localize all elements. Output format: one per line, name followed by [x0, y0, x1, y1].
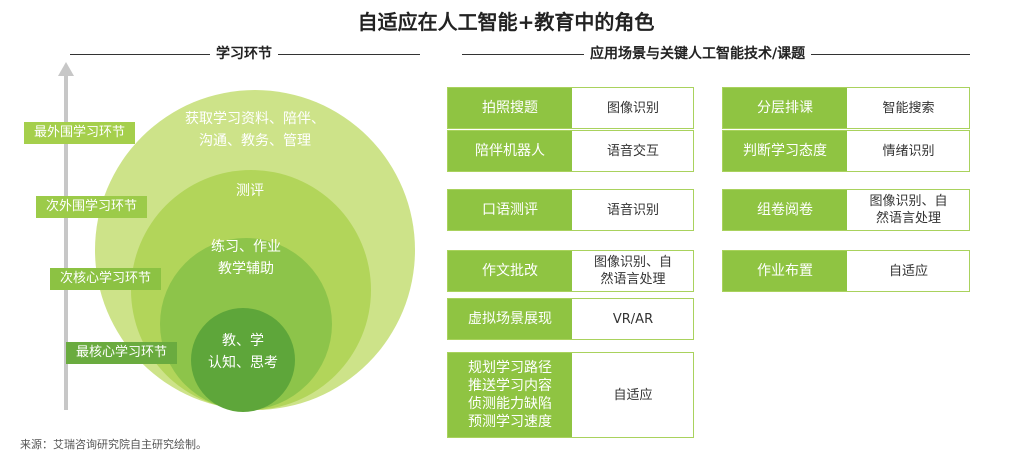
scenario-line-1: 规划学习路径 — [468, 360, 552, 376]
right-table-row-3: 组卷阅卷 图像识别、自 然语言处理 — [722, 189, 970, 231]
second-text-line-1: 测评 — [236, 183, 264, 199]
scenario-cell: 规划学习路径 推送学习内容 侦测能力缺陷 预测学习速度 — [448, 353, 573, 437]
source-note: 来源：艾瑞咨询研究院自主研究绘制。 — [20, 438, 207, 451]
circles-svg — [95, 90, 415, 412]
core-circle-text: 教、学 认知、思考 — [203, 330, 283, 374]
left-table-row-1: 拍照搜题 图像识别 — [447, 87, 694, 129]
level-label-second: 次外围学习环节 — [36, 196, 148, 218]
right-table-row-1: 分层排课 智能搜索 — [722, 87, 970, 129]
learning-circles-diagram: 最外围学习环节 次外围学习环节 次核心学习环节 最核心学习环节 获取学习资料、陪… — [0, 0, 440, 420]
left-table-row-2: 陪伴机器人 语音交互 — [447, 130, 694, 172]
scenario-cell: 判断学习态度 — [723, 131, 848, 171]
right-table-row-2: 判断学习态度 情绪识别 — [722, 130, 970, 172]
technology-line-1: 图像识别、自 — [593, 255, 672, 270]
level-label-third: 次核心学习环节 — [50, 268, 162, 290]
third-text-line-1: 练习、作业 — [211, 239, 281, 255]
technology-cell: 语音识别 — [573, 190, 693, 230]
up-arrow-icon — [58, 62, 74, 76]
technology-cell: 语音交互 — [573, 131, 693, 171]
third-text-line-2: 教学辅助 — [218, 261, 274, 277]
technology-line-1: 图像识别、自 — [869, 194, 948, 209]
scenario-cell: 组卷阅卷 — [723, 190, 848, 230]
left-table-row-4: 作文批改 图像识别、自 然语言处理 — [447, 250, 694, 292]
scenario-cell: 作文批改 — [448, 251, 573, 291]
scenario-cell: 作业布置 — [723, 251, 848, 291]
core-text-line-1: 教、学 — [222, 333, 264, 349]
right-header-label: 应用场景与关键人工智能技术/课题 — [584, 44, 812, 64]
technology-cell: 自适应 — [848, 251, 969, 291]
left-table-row-6: 规划学习路径 推送学习内容 侦测能力缺陷 预测学习速度 自适应 — [447, 352, 694, 438]
axis-arrow-line — [64, 74, 68, 410]
left-table-row-3: 口语测评 语音识别 — [447, 189, 694, 231]
scenario-line-2: 推送学习内容 — [468, 378, 552, 394]
technology-cell: 图像识别 — [573, 88, 693, 128]
technology-cell: 图像识别、自 然语言处理 — [573, 251, 693, 291]
technology-cell: VR/AR — [573, 299, 693, 339]
core-circle — [191, 308, 295, 412]
scenario-cell: 口语测评 — [448, 190, 573, 230]
level-label-core: 最核心学习环节 — [66, 342, 178, 364]
technology-line-2: 然语言处理 — [875, 211, 941, 226]
technology-cell: 情绪识别 — [848, 131, 969, 171]
scenario-cell: 分层排课 — [723, 88, 848, 128]
left-header-label: 学习环节 — [210, 44, 278, 64]
right-table-row-4: 作业布置 自适应 — [722, 250, 970, 292]
outer-text-line-2: 沟通、教务、管理 — [199, 133, 311, 149]
scenario-line-3: 侦测能力缺陷 — [468, 396, 552, 412]
level-label-outer: 最外围学习环节 — [24, 122, 136, 144]
third-circle-text: 练习、作业 教学辅助 — [196, 236, 296, 280]
technology-cell: 图像识别、自 然语言处理 — [848, 190, 969, 230]
outer-circle-text: 获取学习资料、陪伴、 沟通、教务、管理 — [170, 108, 340, 152]
left-table-row-5: 虚拟场景展现 VR/AR — [447, 298, 694, 340]
technology-line-2: 然语言处理 — [600, 272, 666, 287]
second-circle-text: 测评 — [200, 180, 300, 202]
outer-text-line-1: 获取学习资料、陪伴、 — [185, 111, 325, 127]
page-title: 自适应在人工智能+教育中的角色 — [357, 10, 655, 34]
scenario-cell: 虚拟场景展现 — [448, 299, 573, 339]
technology-cell: 自适应 — [573, 353, 693, 437]
technology-cell: 智能搜索 — [848, 88, 969, 128]
right-section-header: 应用场景与关键人工智能技术/课题 — [462, 44, 970, 64]
core-text-line-2: 认知、思考 — [208, 355, 278, 371]
left-section-header: 学习环节 — [70, 44, 420, 64]
scenario-cell: 陪伴机器人 — [448, 131, 573, 171]
scenario-cell: 拍照搜题 — [448, 88, 573, 128]
scenario-line-4: 预测学习速度 — [468, 414, 552, 430]
